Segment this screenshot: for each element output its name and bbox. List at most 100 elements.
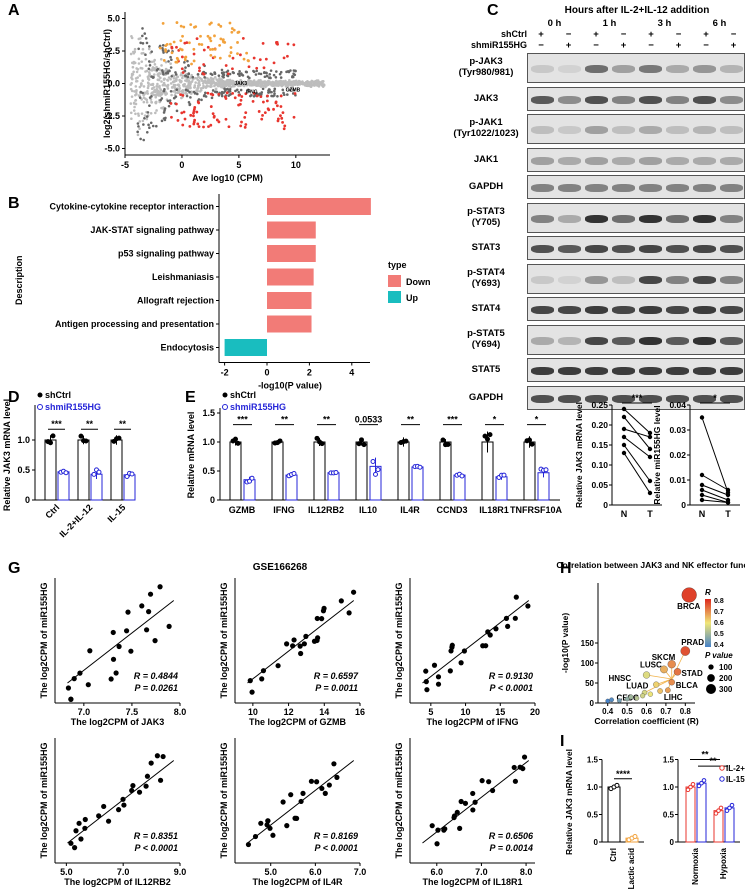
i-right-point <box>685 787 691 793</box>
g-y-label: The log2CPM of miR155HG <box>219 742 229 858</box>
a-point <box>166 79 170 82</box>
c-band <box>531 306 554 314</box>
e-category-label: GZMB <box>229 505 256 515</box>
c-band <box>693 126 716 134</box>
a-point-significant <box>244 92 248 96</box>
a-point <box>142 93 145 97</box>
a-point-dark <box>161 47 164 50</box>
a-point <box>189 76 193 79</box>
a-point-significant <box>209 92 213 96</box>
a-point-dark <box>234 89 237 93</box>
c-band <box>585 126 608 134</box>
a-point <box>140 98 143 101</box>
a-point <box>159 57 163 61</box>
a-point <box>138 120 142 123</box>
a-point-up <box>164 49 168 53</box>
a-y-tick-label: -2.5 <box>104 111 120 121</box>
c-band <box>531 184 554 192</box>
a-point <box>281 81 284 84</box>
a-point-significant <box>169 102 173 105</box>
e-point <box>375 467 381 473</box>
g-point <box>435 681 442 687</box>
a-point-dark <box>163 118 167 122</box>
h-point <box>668 679 675 686</box>
i-legend-il2: IL-2+IL-12 <box>726 764 745 773</box>
g-r-value: R = 0.9130 <box>489 671 533 681</box>
a-gene-label: JAK3 <box>234 81 247 87</box>
a-point <box>303 82 306 85</box>
d-legend-marker-sh <box>37 404 43 410</box>
a-point <box>207 78 211 82</box>
g-x-tick-label: 8.0 <box>174 707 187 717</box>
c-band <box>531 394 554 403</box>
a-point <box>162 78 166 81</box>
c-shmir-sign: − <box>538 40 544 51</box>
f-left-pair-line <box>623 452 651 494</box>
a-point-dark <box>250 93 253 97</box>
e-point <box>459 473 465 479</box>
g-y-label: The log2CPM of miR155HG <box>39 742 49 858</box>
c-band <box>639 95 662 104</box>
d-category-label: Ctrl <box>43 502 61 520</box>
d-y-tick-label: 1.0 <box>17 435 30 445</box>
panel-letter-c: C <box>487 2 499 19</box>
e-sig-label: * <box>493 415 497 425</box>
a-point-dark <box>268 72 272 76</box>
a-point <box>149 112 153 115</box>
f-left-point-t <box>647 478 653 484</box>
a-point <box>146 86 150 90</box>
a-point-dark <box>263 75 267 79</box>
a-point-dark <box>187 64 190 68</box>
e-sig-label: *** <box>237 415 248 425</box>
g-point <box>513 594 519 600</box>
a-point-significant <box>263 111 267 115</box>
f-left-point-n <box>621 450 627 456</box>
a-point <box>157 71 161 75</box>
a-point <box>240 80 244 83</box>
e-sig-label: ** <box>281 415 289 425</box>
c-band <box>693 336 716 345</box>
g-point <box>275 663 281 669</box>
c-band <box>612 156 635 165</box>
a-point <box>142 96 146 100</box>
a-point-significant <box>244 123 248 126</box>
a-point-dark <box>161 43 165 47</box>
a-point <box>144 57 148 61</box>
a-point-up <box>209 39 213 43</box>
b-legend-title: type <box>388 260 407 270</box>
g-point <box>113 670 119 676</box>
a-point-dark <box>222 71 226 74</box>
a-point-dark <box>159 98 162 102</box>
i-left-sig-label: **** <box>616 769 631 779</box>
c-header: Hours after IL-2+IL-12 addition <box>564 5 710 16</box>
a-point-dark <box>273 87 277 91</box>
a-point <box>268 80 271 84</box>
a-point-dark <box>148 45 151 48</box>
c-band <box>666 394 689 403</box>
g-r-value: R = 0.8169 <box>314 831 358 841</box>
g-x-tick-label: 10 <box>461 707 471 717</box>
g-point <box>148 760 154 766</box>
a-point-dark <box>137 47 140 51</box>
a-point-significant <box>264 57 268 61</box>
panel-b-enrichment-chart: Cytokine-cytokine receptor interaction JA… <box>14 194 431 391</box>
a-y-label: log2(shmiR155HG/shCtrl) <box>102 29 112 138</box>
g-point <box>72 845 78 851</box>
g-point <box>301 641 307 647</box>
a-point-significant <box>244 111 248 115</box>
a-point-significant <box>181 94 185 97</box>
c-band <box>585 65 608 73</box>
panel-a-ma-plot: 5.0 2.5 0.0 -2.5 -5.0-5 0 5 10 Ave log10 (CPM) lo… <box>102 12 330 183</box>
a-point <box>172 77 176 80</box>
c-band <box>531 275 554 284</box>
b-category-label: Endocytosis <box>160 343 214 353</box>
a-point <box>133 47 137 51</box>
a-point-dark <box>147 123 150 127</box>
a-point <box>184 85 188 88</box>
c-band <box>720 394 743 403</box>
c-band <box>720 95 743 104</box>
a-point-dark <box>184 66 187 69</box>
a-point <box>160 64 163 67</box>
g-point <box>512 615 518 621</box>
g-p-value: P < 0.0001 <box>135 843 178 853</box>
